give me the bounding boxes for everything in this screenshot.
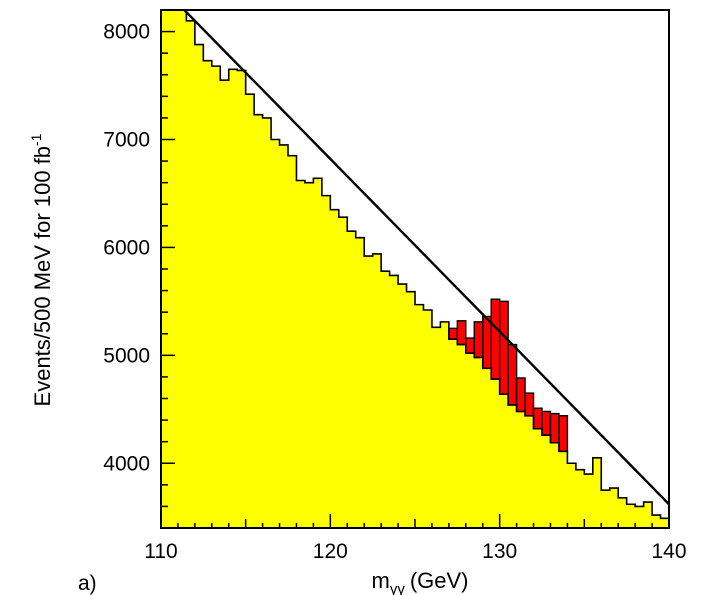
y-axis-title-main: Events/500 MeV for 100 fb [30, 146, 55, 407]
x-axis-title: mγγ (GeV) [371, 568, 468, 595]
background-histogram-outline [177, 10, 669, 520]
signal-bin [507, 343, 518, 406]
signal-bin [465, 337, 475, 354]
signal-bin [558, 415, 569, 453]
signal-bin [456, 320, 467, 346]
x-tick-label: 140 [651, 540, 686, 563]
signal-bin [532, 407, 543, 430]
x-axis-title-subscript: γγ [390, 581, 406, 595]
y-tick-label: 5000 [103, 344, 150, 367]
signal-bin [541, 410, 552, 436]
x-tick-label: 130 [482, 540, 517, 563]
signal-bin [515, 377, 526, 413]
signal-bin [549, 412, 560, 444]
signal-bin [473, 321, 484, 359]
signal-bin [490, 298, 501, 380]
y-tick-label: 7000 [103, 129, 150, 152]
y-axis-title-superscript: -1 [28, 133, 44, 146]
signal-bin [448, 327, 459, 340]
x-axis-title-unit: (GeV) [410, 568, 469, 593]
background-fit-line [182, 10, 669, 506]
y-axis-title: Events/500 MeV for 100 fb-1 [28, 133, 55, 406]
signal-bin [482, 315, 492, 369]
signal-bin [498, 300, 509, 395]
y-tick-label: 6000 [103, 236, 150, 259]
x-tick-label: 120 [313, 540, 348, 563]
y-tick-label: 8000 [103, 21, 150, 44]
y-tick-label: 4000 [103, 452, 150, 475]
panel-label: a) [78, 572, 97, 595]
x-tick-label: 110 [144, 540, 177, 563]
x-axis-title-main: m [371, 568, 389, 593]
background-histogram-fill [161, 10, 669, 528]
signal-bin [524, 392, 535, 417]
